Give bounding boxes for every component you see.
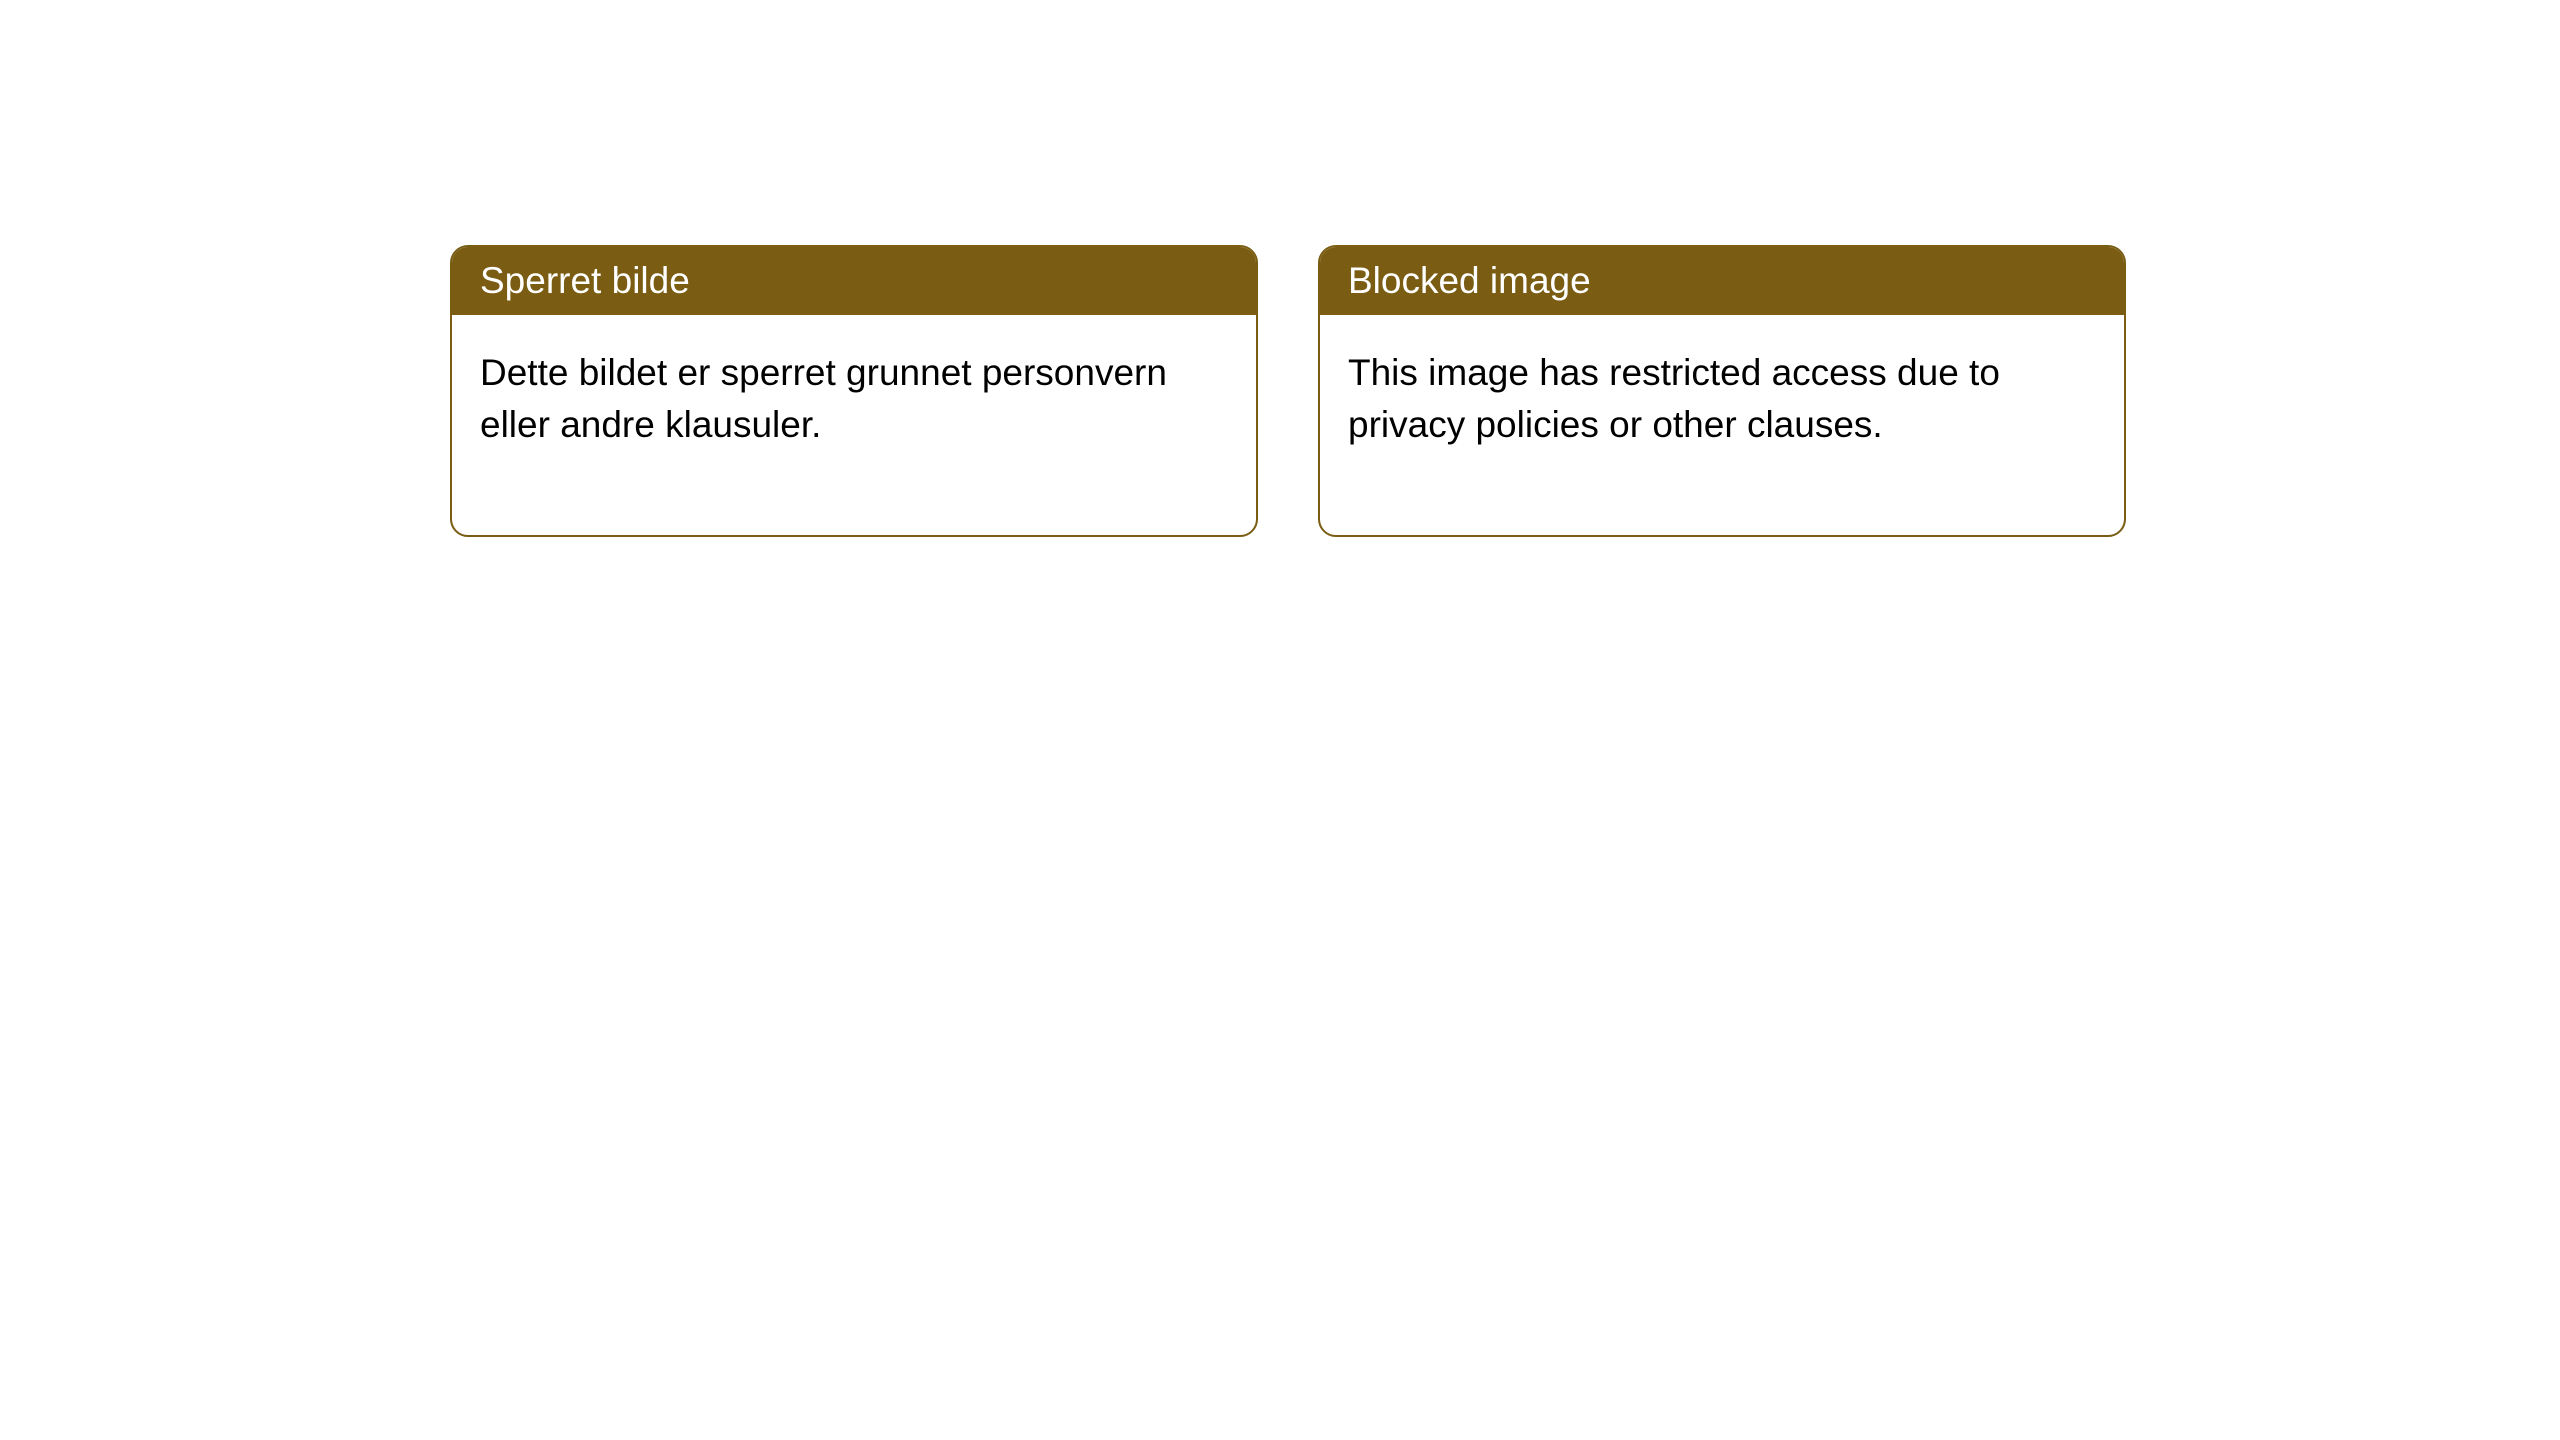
notice-body: This image has restricted access due to … bbox=[1320, 315, 2124, 535]
notice-card-english: Blocked image This image has restricted … bbox=[1318, 245, 2126, 537]
notice-body: Dette bildet er sperret grunnet personve… bbox=[452, 315, 1256, 535]
notice-message: This image has restricted access due to … bbox=[1348, 352, 2000, 445]
notice-header: Sperret bilde bbox=[452, 247, 1256, 315]
notice-title: Sperret bilde bbox=[480, 260, 690, 301]
notice-title: Blocked image bbox=[1348, 260, 1591, 301]
notice-card-norwegian: Sperret bilde Dette bildet er sperret gr… bbox=[450, 245, 1258, 537]
notice-container: Sperret bilde Dette bildet er sperret gr… bbox=[0, 0, 2560, 537]
notice-message: Dette bildet er sperret grunnet personve… bbox=[480, 352, 1167, 445]
notice-header: Blocked image bbox=[1320, 247, 2124, 315]
